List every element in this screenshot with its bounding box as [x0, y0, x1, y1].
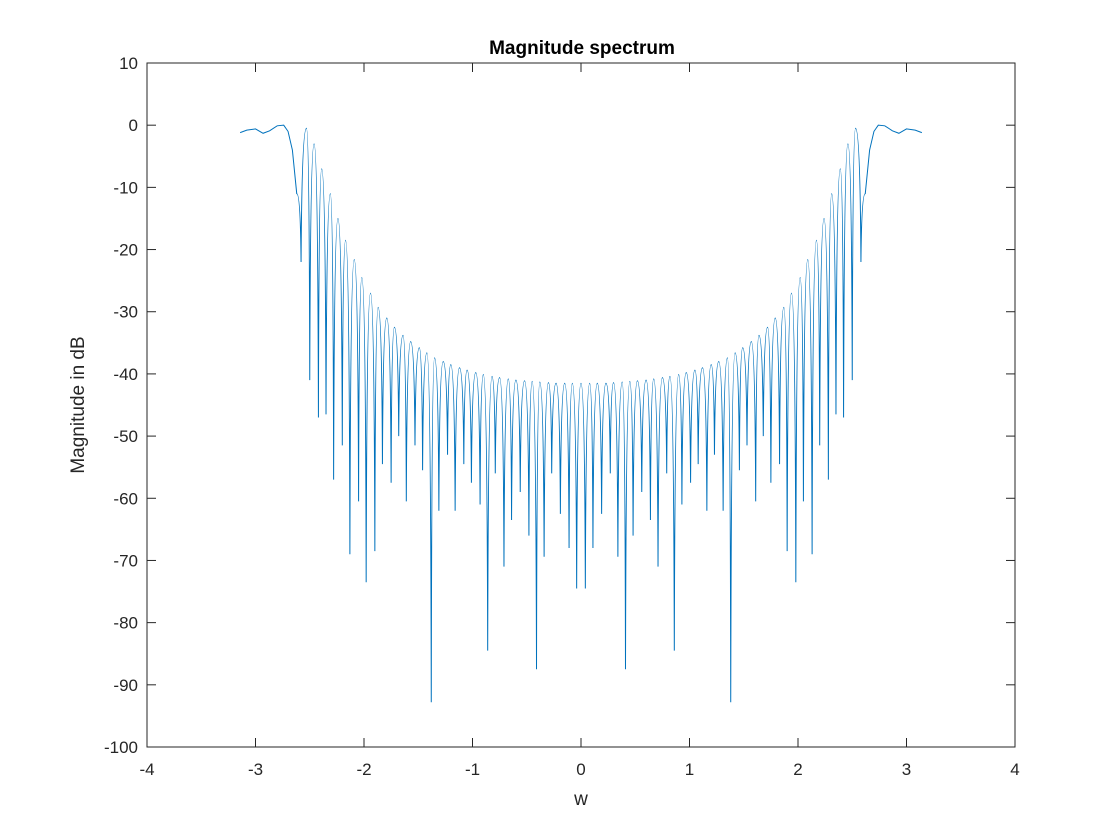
y-tick-label: -50	[113, 427, 138, 446]
x-tick-label: -2	[356, 760, 371, 779]
y-tick-label: 0	[129, 116, 138, 135]
x-tick-label: -3	[248, 760, 263, 779]
axes-box	[146, 62, 1016, 748]
y-tick-label: -80	[113, 614, 138, 633]
axis-tick-labels: -4 -3 -2 -1 0 1 2 3 4100-10-20-30-40-50-60-70-80…	[104, 54, 1020, 779]
y-tick-label: -90	[113, 676, 138, 695]
y-tick-label: -100	[104, 738, 138, 757]
x-tick-label: -4	[139, 760, 154, 779]
plot-area: -4 -3 -2 -1 0 1 2 3 4100-10-20-30-40-50-60-70-80…	[104, 54, 1020, 779]
x-tick-label: 0	[576, 760, 585, 779]
x-axis-label: w	[573, 789, 588, 810]
axis-ticks	[146, 62, 1016, 748]
y-axis-label: Magnitude in dB	[68, 336, 89, 473]
x-tick-label: 2	[793, 760, 802, 779]
y-tick-label: 10	[119, 54, 138, 73]
x-tick-label: -1	[465, 760, 480, 779]
y-tick-label: -70	[113, 551, 138, 570]
x-tick-label: 4	[1010, 760, 1019, 779]
series-line	[239, 124, 923, 703]
y-tick-label: -40	[113, 365, 138, 384]
y-tick-label: -10	[113, 178, 138, 197]
y-tick-label: -60	[113, 489, 138, 508]
y-tick-label: -20	[113, 241, 138, 260]
chart-title: Magnitude spectrum	[489, 38, 675, 59]
x-tick-label: 3	[902, 760, 911, 779]
y-tick-label: -30	[113, 303, 138, 322]
x-tick-label: 1	[685, 760, 694, 779]
